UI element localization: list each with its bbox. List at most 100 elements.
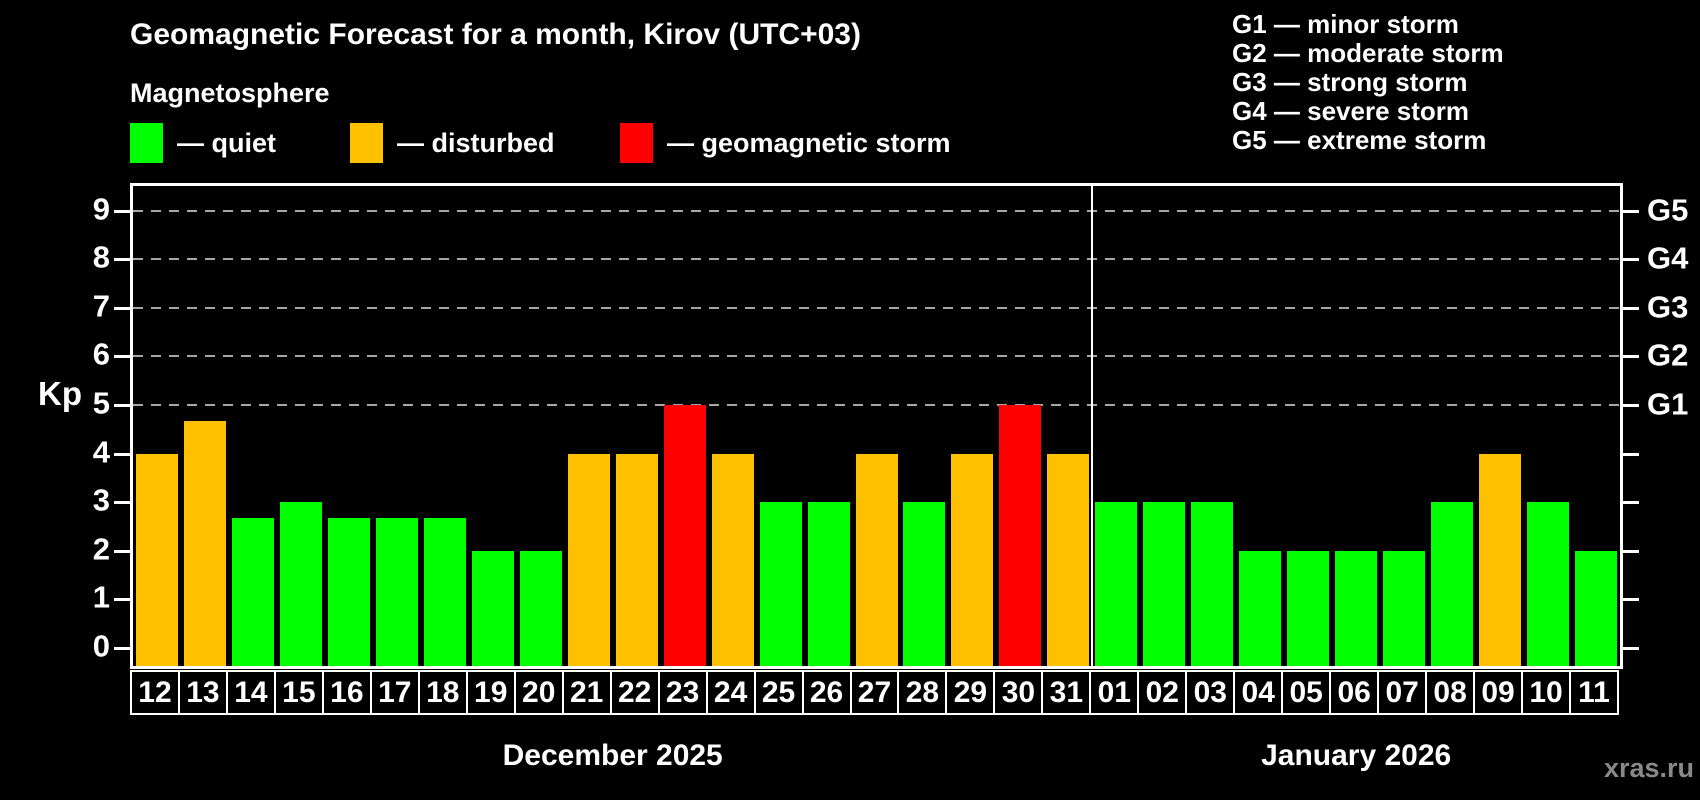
right-axis-tick — [1623, 258, 1639, 262]
storm-scale-line-g1: G1 — minor storm — [1232, 9, 1459, 39]
kp-bar-disturbed — [567, 453, 610, 666]
legend-label-storm: — geomagnetic storm — [667, 127, 951, 158]
kp-bar-quiet — [1143, 502, 1186, 666]
kp-bar-storm — [999, 405, 1042, 666]
gridline-kp8 — [133, 258, 1620, 261]
date-box: 28 — [897, 670, 948, 715]
legend-label-quiet: — quiet — [177, 127, 276, 158]
date-label: 30 — [1001, 675, 1036, 709]
date-box: 11 — [1569, 670, 1619, 715]
kp-bar-quiet — [1095, 502, 1138, 666]
kp-bar-quiet — [1239, 550, 1282, 666]
date-box: 07 — [1377, 670, 1428, 715]
date-box: 05 — [1281, 670, 1332, 715]
kp-bar-quiet — [231, 518, 274, 666]
y-axis-tick-label: 2 — [92, 531, 110, 567]
kp-bar-quiet — [423, 518, 466, 666]
kp-bar-disturbed — [951, 453, 994, 666]
date-box: 16 — [321, 670, 372, 715]
date-box: 20 — [513, 670, 564, 715]
date-axis: 12 13 14 15 16 17 18 19 20 21 22 23 24 25 26 27 28 29 30 31… — [130, 670, 1623, 715]
g-axis-label-g4: G4 — [1647, 240, 1689, 276]
date-box: 18 — [417, 670, 468, 715]
date-label: 18 — [426, 675, 460, 709]
legend-swatch-quiet — [130, 123, 163, 163]
kp-bar-storm — [663, 405, 706, 666]
date-box: 19 — [465, 670, 516, 715]
y-axis-tick-label: 1 — [92, 579, 110, 615]
date-box: 25 — [753, 670, 804, 715]
date-box: 27 — [849, 670, 900, 715]
chart-plot-area — [130, 183, 1623, 669]
right-axis-tick — [1623, 598, 1639, 602]
date-box: 24 — [705, 670, 756, 715]
y-axis-tick — [114, 209, 130, 213]
right-axis-tick — [1623, 306, 1639, 310]
date-label: 07 — [1385, 675, 1419, 709]
kp-bar-quiet — [1191, 502, 1234, 666]
y-axis-tick — [114, 452, 130, 456]
date-label: 29 — [953, 675, 988, 709]
g-axis-label-g5: G5 — [1647, 191, 1689, 227]
storm-scale-legend: G1 — minor storm G2 — moderate storm G3 — … — [1232, 10, 1504, 155]
date-box: 30 — [993, 670, 1044, 715]
date-box: 26 — [801, 670, 852, 715]
right-axis-tick — [1623, 549, 1639, 553]
date-label: 05 — [1289, 675, 1323, 709]
g-axis-label-g2: G2 — [1647, 337, 1689, 373]
g-axis-label-g1: G1 — [1647, 386, 1689, 422]
kp-bar-disturbed — [135, 453, 178, 666]
right-axis-tick — [1623, 404, 1639, 407]
date-label: 17 — [378, 675, 412, 709]
date-label: 21 — [569, 675, 604, 709]
date-label: 09 — [1481, 675, 1515, 709]
date-box: 12 — [130, 670, 180, 715]
date-label: 19 — [474, 675, 508, 709]
date-label: 13 — [186, 675, 220, 709]
date-label: 24 — [713, 675, 748, 709]
storm-scale-line-g2: G2 — moderate storm — [1232, 38, 1504, 68]
gridline-kp5 — [133, 404, 1620, 406]
kp-bar-disturbed — [1479, 453, 1522, 666]
date-label: 12 — [138, 675, 172, 709]
date-box: 31 — [1041, 670, 1092, 715]
storm-scale-line-g3: G3 — strong storm — [1232, 67, 1468, 97]
date-label: 08 — [1433, 675, 1467, 709]
y-axis-tick — [114, 647, 130, 650]
storm-scale-line-g4: G4 — severe storm — [1232, 96, 1470, 126]
kp-bar-quiet — [519, 550, 562, 666]
legend-item-quiet: — quiet — [130, 121, 276, 165]
date-label: 06 — [1337, 675, 1371, 709]
y-axis-tick-label: 9 — [92, 191, 110, 227]
legend-item-disturbed: — disturbed — [350, 121, 555, 165]
date-box: 21 — [561, 670, 612, 715]
date-box: 02 — [1137, 670, 1188, 715]
y-axis-tick-label: 5 — [92, 385, 110, 421]
kp-bar-quiet — [471, 550, 514, 666]
kp-bar-disturbed — [615, 453, 658, 666]
date-box: 04 — [1233, 670, 1284, 715]
date-box: 22 — [609, 670, 660, 715]
date-box: 10 — [1521, 670, 1572, 715]
kp-bar-quiet — [375, 518, 418, 666]
legend-label-disturbed: — disturbed — [397, 127, 555, 158]
date-box: 01 — [1089, 670, 1140, 715]
right-axis-tick — [1623, 647, 1639, 650]
date-label: 25 — [761, 675, 796, 709]
y-axis-tick — [114, 355, 130, 359]
date-box: 03 — [1185, 670, 1236, 715]
date-box: 06 — [1329, 670, 1380, 715]
y-axis-tick-label: 0 — [92, 628, 110, 664]
kp-axis-label: Kp — [38, 375, 82, 412]
y-axis-tick-label: 3 — [92, 482, 110, 518]
date-label: 23 — [665, 675, 700, 709]
gridline-kp9 — [133, 209, 1620, 212]
date-box: 13 — [177, 670, 228, 715]
date-box: 09 — [1473, 670, 1524, 715]
kp-bar-quiet — [327, 518, 370, 666]
kp-level-legend: — quiet — disturbed — geomagnetic storm — [0, 121, 1100, 165]
date-label: 31 — [1049, 675, 1084, 709]
y-axis-tick-label: 7 — [92, 288, 110, 324]
date-box: 15 — [273, 670, 324, 715]
